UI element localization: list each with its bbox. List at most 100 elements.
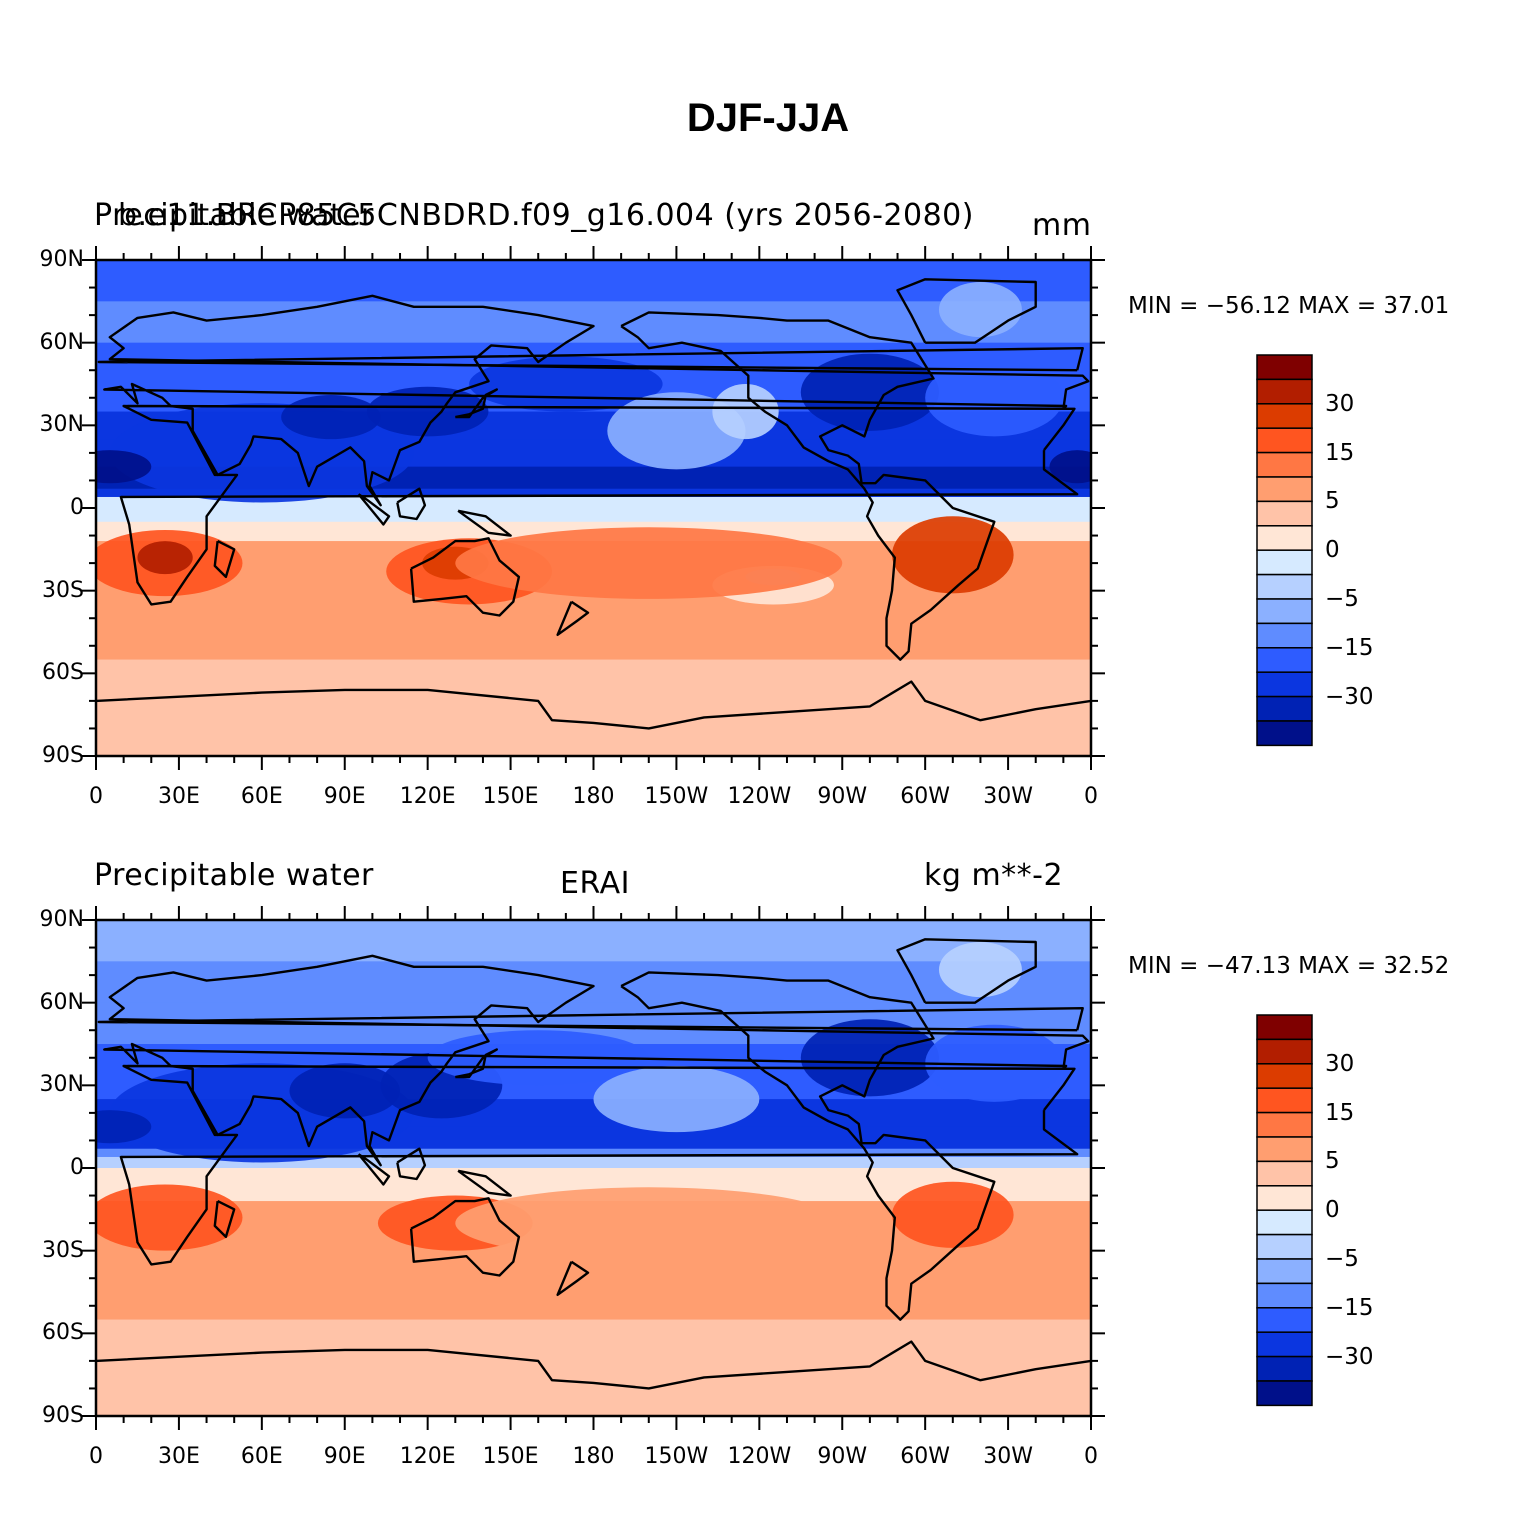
lon-label: 60W	[900, 1444, 951, 1469]
colorbar-box	[1256, 1209, 1313, 1236]
zonal-band	[96, 1355, 1091, 1416]
lat-label: 0	[70, 495, 84, 520]
lat-label: 30S	[42, 577, 84, 603]
coastline	[455, 388, 498, 419]
field-panel-2	[96, 920, 1091, 1416]
lat-label: 60S	[42, 1320, 84, 1346]
lon-label: 30E	[157, 1444, 200, 1469]
lat-label: 90S	[42, 1403, 84, 1428]
lon-label: 120E	[399, 784, 456, 809]
coastline	[396, 1147, 427, 1181]
coastline	[620, 311, 996, 661]
zonal-band	[96, 659, 1091, 697]
coastline	[896, 938, 1037, 1004]
coastline	[357, 1153, 391, 1186]
colorbar-box	[1256, 671, 1313, 698]
panel2-center-title: ERAI	[560, 866, 630, 901]
map-panel-1	[82, 246, 1105, 770]
colorbar-label: −30	[1325, 1343, 1374, 1370]
zonal-band	[96, 1319, 1091, 1357]
panel1-units: mm	[1032, 208, 1092, 243]
colorbar-box	[1256, 549, 1313, 576]
coastline	[409, 1197, 521, 1277]
panel2-units: kg m**-2	[924, 858, 1064, 893]
coastline	[556, 600, 590, 636]
colorbar-box	[1256, 1063, 1313, 1089]
lat-label: 60S	[42, 660, 84, 686]
coastline	[620, 971, 996, 1321]
field-contour	[892, 1181, 1014, 1248]
lon-label: 60E	[240, 784, 283, 809]
lon-label: 30W	[983, 1444, 1033, 1469]
panel2-min-value: −47.13	[1205, 953, 1291, 979]
lon-label: 0	[1084, 1444, 1098, 1469]
colorbar-label: −15	[1325, 1294, 1374, 1321]
field-contour	[717, 1212, 857, 1262]
field-contour	[925, 1024, 1064, 1102]
colorbar-label: −5	[1325, 586, 1359, 612]
colorbar-label: 5	[1325, 488, 1340, 515]
colorbar-box	[1256, 500, 1313, 527]
lon-label: 150E	[482, 1444, 539, 1469]
zonal-band	[96, 508, 1091, 523]
main-title: DJF-JJA	[686, 96, 850, 140]
colorbar-box	[1256, 1355, 1313, 1382]
lon-label: 60W	[900, 784, 951, 809]
panel2-min-label: MIN =	[1128, 953, 1206, 979]
colorbar-box	[1256, 1160, 1313, 1187]
zonal-band	[96, 1278, 1091, 1321]
field-contour	[938, 942, 1022, 998]
zonal-band	[96, 695, 1091, 756]
panel1-center-title: b.e11.BRCP85C5CNBDRD.f09_g16.004 (yrs 20…	[118, 198, 974, 233]
coastline	[119, 404, 1079, 606]
lon-label: 150E	[482, 784, 539, 809]
lon-label: 90W	[817, 1444, 868, 1469]
colorbar-box	[1256, 1282, 1313, 1309]
coastline	[97, 347, 1084, 372]
colorbar-box	[1256, 1136, 1313, 1163]
field-contour	[281, 395, 381, 440]
colorbar-label: 15	[1325, 439, 1355, 466]
colorbar-box	[1256, 647, 1313, 673]
colorbar-box	[1256, 720, 1313, 747]
zonal-band	[96, 961, 1091, 1004]
map-panel-2	[82, 906, 1105, 1430]
lon-label: 180	[572, 784, 615, 809]
field-contour	[96, 1184, 243, 1251]
coastline	[357, 493, 391, 526]
zonal-band	[96, 1156, 1091, 1169]
coastline	[457, 1169, 512, 1197]
field-contour	[96, 450, 152, 484]
coastline	[213, 540, 236, 579]
colorbar-label: −15	[1325, 634, 1374, 661]
panel1-minmax: MIN = −56.12 MAX = 37.01	[1128, 293, 1449, 319]
colorbar-box	[1256, 1087, 1313, 1114]
field-contour	[137, 541, 193, 575]
coastline	[455, 1048, 498, 1079]
colorbar-box	[1256, 1111, 1313, 1138]
lat-label: 30S	[42, 1237, 84, 1263]
lon-label: 150W	[644, 1444, 709, 1469]
lon-label: 30W	[983, 784, 1033, 809]
zonal-band	[96, 488, 1091, 498]
colorbar-box	[1256, 1038, 1313, 1065]
colorbar-box	[1256, 622, 1313, 649]
lon-label: 120W	[727, 1444, 792, 1469]
colorbar-box	[1256, 525, 1313, 551]
field-contour	[712, 384, 779, 440]
panel2-max-label: MAX =	[1298, 953, 1384, 979]
field-contour	[455, 527, 843, 599]
lon-label: 0	[1084, 784, 1098, 809]
panel2-minmax: MIN = −47.13 MAX = 32.52	[1128, 953, 1449, 979]
zonal-band	[96, 920, 1091, 963]
lon-label: 90E	[323, 784, 366, 809]
coastline	[556, 1260, 590, 1296]
lat-label: 90N	[39, 247, 84, 272]
lat-label: 30N	[39, 1072, 84, 1098]
coastline	[103, 954, 1090, 1167]
coastline	[119, 1064, 1079, 1266]
field-contour	[892, 516, 1014, 594]
panel2-left-title: Precipitable water	[94, 858, 374, 893]
lat-label: 0	[70, 1155, 84, 1180]
